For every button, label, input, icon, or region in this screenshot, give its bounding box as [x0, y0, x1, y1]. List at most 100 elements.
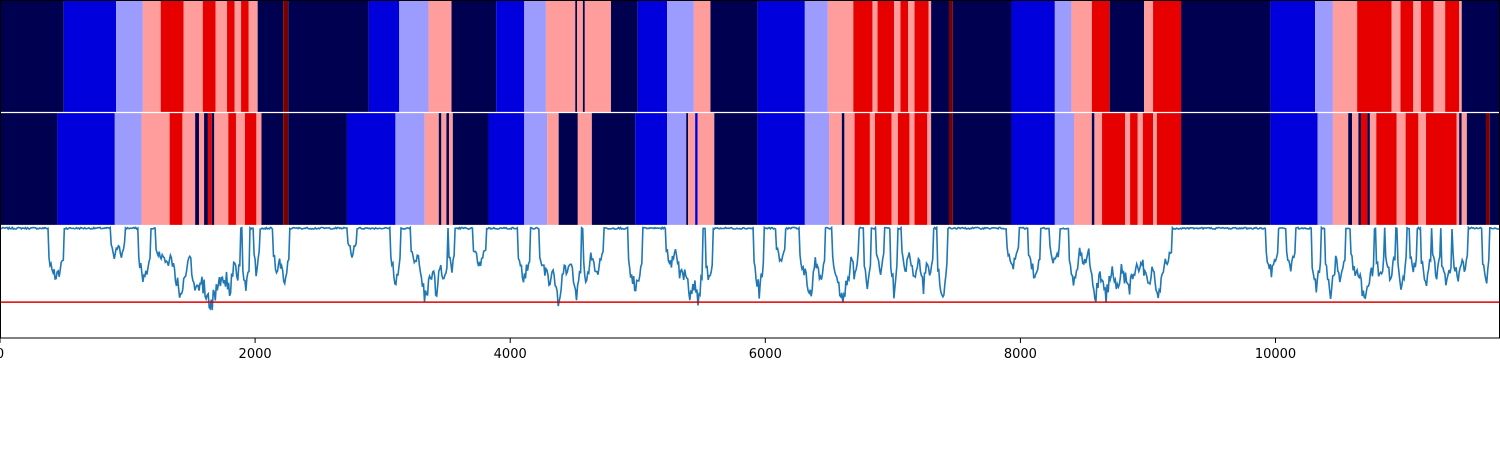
state-segment: [214, 113, 229, 225]
state-segment: [1156, 113, 1182, 225]
state-segment: [697, 113, 715, 225]
state-segment: [235, 113, 245, 225]
state-segment: [1315, 0, 1333, 112]
state-segment: [1109, 0, 1145, 112]
state-segment: [1489, 113, 1500, 225]
state-segment: [1011, 0, 1055, 112]
state-segment: [524, 0, 546, 112]
state-segment: [900, 0, 909, 112]
state-segment: [894, 0, 901, 112]
state-segment: [757, 0, 805, 112]
state-segment: [693, 0, 711, 112]
state-segment: [1181, 113, 1271, 225]
state-segment: [169, 113, 183, 225]
state-segment: [1137, 113, 1143, 225]
state-segment: [582, 0, 585, 112]
state-segment: [1144, 0, 1154, 112]
state-segment: [261, 113, 284, 225]
state-segment: [198, 113, 205, 225]
state-segment: [869, 113, 875, 225]
state-segment: [695, 113, 698, 225]
state-segment: [211, 113, 215, 225]
state-segment: [63, 0, 117, 112]
state-segment: [853, 0, 873, 112]
state-segment: [952, 113, 1012, 225]
state-segment: [1413, 0, 1421, 112]
state-segment: [1391, 0, 1401, 112]
series-line: [0, 224, 1500, 311]
state-segment: [829, 113, 842, 225]
state-segment: [288, 0, 369, 112]
state-row-upper: [0, 0, 1500, 112]
state-segment: [1270, 113, 1318, 225]
state-segment: [1357, 0, 1392, 112]
state-segment: [584, 0, 611, 112]
state-segment: [182, 113, 196, 225]
state-segment: [1153, 113, 1157, 225]
x-tick-label: 6000: [749, 347, 782, 362]
state-segment: [1011, 113, 1055, 225]
state-segment: [667, 113, 687, 225]
state-segment: [909, 113, 915, 225]
state-segment: [488, 113, 525, 225]
state-segment: [914, 0, 929, 112]
state-segment: [927, 113, 932, 225]
state-segment: [1445, 0, 1460, 112]
state-segment: [931, 113, 949, 225]
state-segment: [1456, 113, 1460, 225]
state-segment: [228, 113, 236, 225]
state-segment: [844, 113, 855, 225]
state-segment: [952, 0, 1012, 112]
state-segment: [1400, 0, 1414, 112]
state-segment: [1360, 113, 1368, 225]
state-segment: [142, 0, 161, 112]
state-segment: [1352, 113, 1359, 225]
state-segment: [452, 113, 489, 225]
state-segment: [399, 0, 429, 112]
state-segment: [1054, 0, 1072, 112]
state-segment: [248, 0, 258, 112]
state-row-lower: [0, 113, 1500, 225]
state-segment: [914, 113, 928, 225]
state-segment: [854, 113, 870, 225]
state-segment: [446, 113, 449, 225]
state-segment: [948, 113, 953, 225]
state-segment: [875, 113, 892, 225]
state-segment: [558, 113, 578, 225]
state-segment: [1270, 0, 1316, 112]
state-segment: [451, 0, 497, 112]
state-segment: [1181, 0, 1271, 112]
state-segment: [395, 113, 425, 225]
state-segment: [257, 0, 284, 112]
state-segment: [1461, 113, 1467, 225]
state-segment: [1420, 0, 1434, 112]
state-segment: [448, 113, 453, 225]
state-segment: [1091, 0, 1110, 112]
state-segment: [116, 0, 143, 112]
state-segment: [931, 0, 949, 112]
state-segment: [256, 113, 262, 225]
state-segment: [897, 113, 910, 225]
state-segment: [1376, 113, 1397, 225]
state-segment: [841, 113, 845, 225]
state-segment: [0, 0, 64, 112]
state-segment: [1071, 0, 1092, 112]
x-tick-label: 8000: [1004, 347, 1037, 362]
state-segment: [891, 113, 898, 225]
state-segment: [877, 0, 895, 112]
state-segment: [160, 0, 184, 112]
state-segment: [1459, 0, 1462, 112]
state-segment: [804, 113, 830, 225]
state-segment: [1094, 113, 1103, 225]
state-segment: [114, 113, 142, 225]
state-segment: [714, 113, 758, 225]
state-segment: [183, 0, 203, 112]
state-segment: [438, 113, 442, 225]
state-segment: [1367, 113, 1370, 225]
state-segment: [667, 0, 694, 112]
state-segment: [948, 0, 953, 112]
state-segment: [610, 0, 638, 112]
state-segment: [202, 0, 216, 112]
state-segment: [1332, 0, 1358, 112]
